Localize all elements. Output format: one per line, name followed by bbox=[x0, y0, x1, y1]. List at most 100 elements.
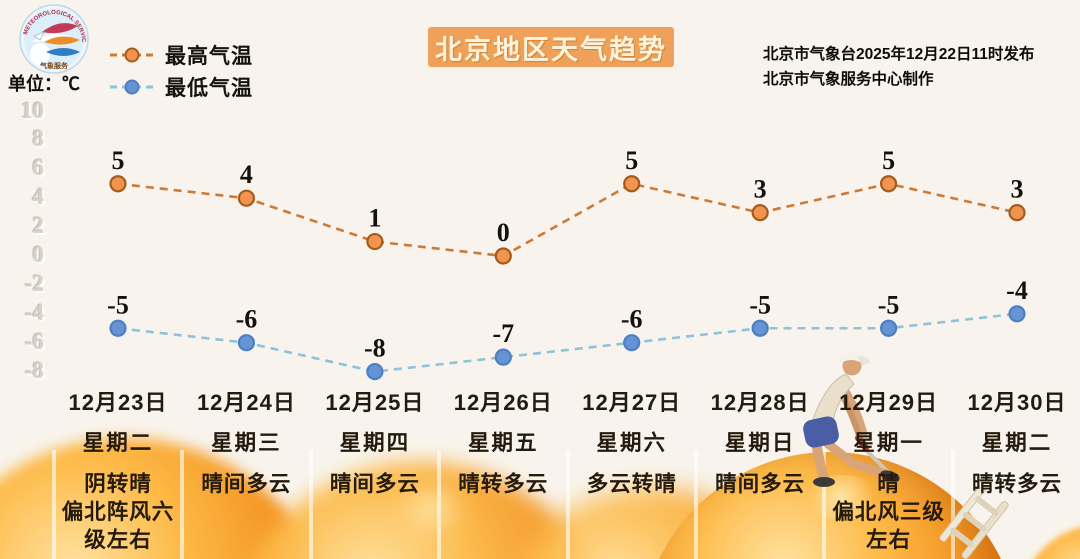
low-temp-value: -5 bbox=[749, 290, 771, 319]
weekday-label: 星期一 bbox=[853, 431, 924, 455]
day-column-3: 12月25日 星期四 晴间多云 bbox=[310, 390, 439, 498]
date-label: 12月23日 bbox=[68, 390, 168, 415]
low-temp-value: -7 bbox=[492, 319, 514, 348]
low-temp-value: -5 bbox=[878, 290, 900, 319]
low-temp-line bbox=[117, 312, 1018, 373]
weekday-label: 星期二 bbox=[981, 431, 1053, 455]
meteorological-service-logo: METEOROLOGICAL SERVICE 气象服务 bbox=[16, 0, 90, 83]
high-temp-value: 5 bbox=[625, 146, 638, 175]
y-axis-tick: 8 bbox=[32, 126, 45, 152]
low-temp-marker bbox=[879, 319, 898, 337]
low-temp-marker bbox=[109, 319, 127, 337]
weekday-label: 星期五 bbox=[468, 431, 539, 455]
weather-line: 左右 bbox=[866, 528, 912, 552]
y-axis-tick: 10 bbox=[21, 97, 44, 123]
weather-line: 晴间多云 bbox=[201, 472, 292, 496]
high-temp-value: 5 bbox=[882, 146, 895, 175]
legend-item-0: 最高气温 bbox=[108, 42, 253, 68]
high-temp-marker bbox=[751, 204, 769, 222]
high-temp-value: 3 bbox=[1011, 175, 1024, 204]
ladder bbox=[939, 486, 1009, 559]
low-temp-marker bbox=[237, 334, 256, 352]
high-temp-marker bbox=[1008, 204, 1026, 222]
weather-line: 晴 bbox=[877, 472, 900, 496]
miniature-person-figure bbox=[803, 352, 900, 487]
weekday-label: 星期六 bbox=[596, 431, 667, 455]
weather-label: 阴转晴 偏北阵风六 级左右 bbox=[54, 470, 183, 554]
high-temp-marker bbox=[623, 175, 641, 193]
low-temp-marker bbox=[751, 319, 769, 337]
low-temp-marker bbox=[1008, 305, 1026, 323]
column-separator bbox=[950, 450, 955, 559]
high-temp-marker bbox=[237, 189, 256, 207]
weather-line: 级左右 bbox=[84, 528, 152, 552]
weekday-label: 星期二 bbox=[82, 431, 154, 455]
low-temp-value: -6 bbox=[621, 305, 643, 334]
y-axis-tick: 4 bbox=[32, 184, 45, 210]
date-label: 12月28日 bbox=[710, 390, 810, 415]
date-label: 12月27日 bbox=[582, 390, 682, 415]
day-column-7: 12月29日 星期一晴偏北风三级左右 bbox=[824, 390, 953, 554]
weather-line: 晴间多云 bbox=[715, 472, 806, 496]
high-temp-value: 4 bbox=[240, 160, 253, 189]
weather-line: 晴转多云 bbox=[458, 472, 549, 496]
page-title: 北京地区天气趋势 bbox=[428, 27, 674, 67]
high-temp-line bbox=[117, 182, 1018, 258]
y-axis-tick: -6 bbox=[24, 328, 44, 354]
unit-label: 单位：℃ bbox=[8, 74, 80, 94]
weather-line: 阴转晴 bbox=[84, 472, 152, 496]
logo-bottom-text: 气象服务 bbox=[39, 61, 69, 70]
issued-line-2: 北京市气象服务中心制作 bbox=[763, 71, 934, 88]
date-label: 12月30日 bbox=[967, 390, 1067, 415]
column-separator bbox=[565, 450, 570, 559]
high-temp-marker bbox=[109, 175, 127, 193]
y-axis-tick: -2 bbox=[24, 270, 44, 296]
day-column-6: 12月28日 星期日 晴间多云 bbox=[696, 390, 825, 498]
column-separator bbox=[693, 450, 698, 559]
high-temp-value: 0 bbox=[497, 218, 510, 247]
weather-label: 晴间多云 bbox=[182, 470, 311, 498]
weather-line: 多云转晴 bbox=[586, 472, 677, 496]
weather-line: 偏北风三级 bbox=[832, 500, 945, 524]
weather-line: 晴转多云 bbox=[971, 472, 1062, 496]
weather-line: 晴间多云 bbox=[329, 472, 420, 496]
low-temp-value: -4 bbox=[1006, 276, 1028, 305]
y-axis-tick: 2 bbox=[32, 213, 45, 239]
low-temp-marker bbox=[366, 363, 384, 381]
legend-marker-icon bbox=[110, 79, 154, 95]
high-temp-marker bbox=[366, 232, 384, 251]
legend: 最高气温 最低气温 bbox=[108, 42, 253, 106]
legend-label: 最高气温 bbox=[165, 45, 253, 68]
high-temp-value: 1 bbox=[368, 204, 381, 233]
y-axis-tick: 6 bbox=[32, 155, 45, 181]
low-temp-value: -5 bbox=[107, 290, 129, 319]
issued-by: 北京市气象台2025年12月22日11时发布 北京市气象服务中心制作 bbox=[763, 42, 1034, 92]
low-temp-value: -8 bbox=[364, 334, 386, 363]
y-axis-tick: 0 bbox=[32, 242, 45, 267]
weather-label: 晴间多云 bbox=[310, 470, 439, 498]
date-label: 12月26日 bbox=[453, 390, 553, 415]
y-axis-tick: -4 bbox=[24, 299, 44, 325]
date-label: 12月29日 bbox=[839, 390, 939, 415]
high-temp-value: 3 bbox=[754, 175, 767, 204]
legend-label: 最低气温 bbox=[165, 77, 253, 100]
issued-line-1: 北京市气象台2025年12月22日11时发布 bbox=[763, 46, 1035, 63]
weekday-label: 星期三 bbox=[211, 431, 282, 455]
column-separator bbox=[822, 450, 827, 559]
low-temp-marker bbox=[623, 334, 641, 352]
weekday-label: 星期四 bbox=[339, 431, 411, 455]
y-axis-tick: -8 bbox=[24, 357, 44, 383]
legend-item-1: 最低气温 bbox=[108, 74, 253, 100]
low-temp-marker bbox=[494, 348, 512, 366]
weather-label: 晴转多云 bbox=[439, 470, 568, 498]
high-temp-marker bbox=[494, 247, 512, 265]
weather-label: 晴偏北风三级 左右 bbox=[824, 470, 953, 554]
day-column-8: 12月30日 星期二晴转多云 bbox=[953, 390, 1080, 498]
high-temp-value: 5 bbox=[112, 146, 125, 175]
column-separator bbox=[308, 450, 313, 559]
column-separator bbox=[51, 450, 56, 559]
day-column-5: 12月27日 星期六多云转晴 bbox=[567, 390, 696, 498]
column-separator bbox=[437, 450, 442, 559]
